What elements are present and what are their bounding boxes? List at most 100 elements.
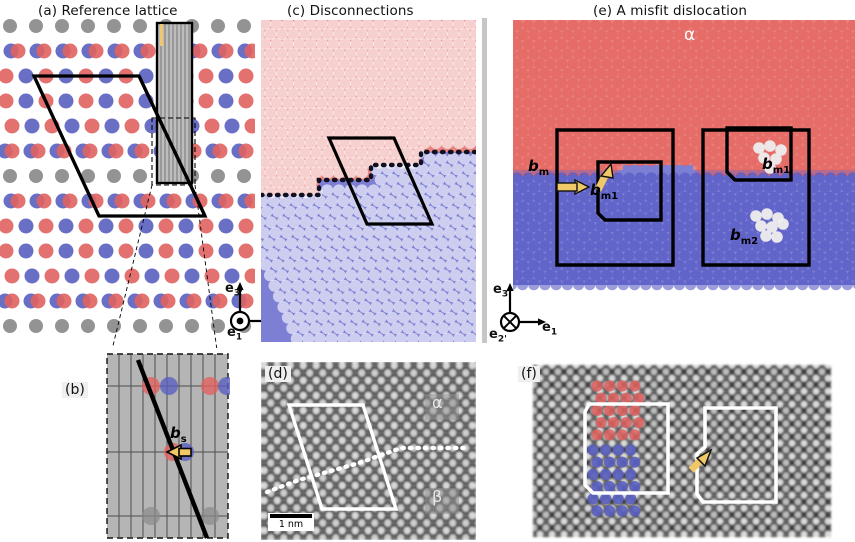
- lattice-atom: [690, 116, 702, 128]
- lattice-atom: [458, 27, 471, 41]
- lattice-atom: [841, 259, 853, 271]
- lattice-atom: [685, 48, 697, 60]
- lattice-atom: [84, 268, 100, 284]
- lattice-atom: [612, 493, 624, 505]
- lattice-atom: [160, 293, 176, 309]
- lattice-atom: [713, 116, 725, 128]
- lattice-atom: [261, 146, 266, 159]
- lattice-atom: [446, 126, 460, 140]
- lattice-atom: [769, 269, 781, 281]
- lattice-atom: [474, 303, 476, 311]
- lattice-atom: [380, 269, 393, 282]
- lattice-atom: [679, 211, 691, 223]
- lattice-atom: [513, 221, 517, 232]
- lattice-atom: [819, 126, 831, 138]
- lattice-atom: [612, 269, 624, 281]
- lattice-atom: [606, 87, 618, 99]
- lattice-atom: [573, 145, 585, 157]
- lattice-atom: [513, 191, 523, 203]
- lattice-atom: [81, 169, 95, 183]
- lattice-atom: [651, 48, 663, 60]
- lattice-atom: [421, 173, 434, 186]
- lattice-atom: [578, 20, 590, 31]
- lattice-atom: [841, 182, 853, 194]
- lattice-atom: [685, 29, 697, 41]
- lattice-atom: [192, 43, 208, 59]
- lattice-atom: [830, 126, 842, 138]
- lattice-atom: [591, 429, 603, 441]
- lattice-atom: [589, 20, 601, 31]
- lattice-atom: [474, 165, 476, 173]
- lattice-atom: [651, 29, 663, 41]
- lattice-atom: [287, 146, 300, 159]
- lattice-atom: [528, 240, 540, 252]
- lattice-atom: [763, 240, 775, 252]
- lattice-atom: [673, 201, 685, 213]
- lattice-atom: [729, 145, 741, 157]
- lattice-atom: [808, 240, 820, 252]
- lattice-atom: [517, 220, 529, 233]
- lattice-atom: [533, 269, 545, 281]
- zoom-connector-lines: [111, 184, 218, 348]
- lattice-atom: [4, 118, 20, 134]
- lattice-atom: [556, 77, 568, 89]
- lattice-atom: [825, 155, 837, 167]
- lattice-atom: [441, 57, 454, 70]
- lattice-atom: [395, 20, 408, 31]
- lattice-atom: [298, 67, 312, 80]
- lattice-atom: [802, 58, 814, 70]
- lattice-atom: [696, 106, 708, 118]
- lattice-atom: [321, 47, 334, 60]
- lattice-atom: [651, 106, 663, 118]
- lattice-atom: [275, 47, 289, 60]
- lattice-atom: [439, 301, 452, 313]
- lattice-atom: [393, 163, 406, 176]
- lattice-atom: [336, 248, 349, 260]
- lattice-atom: [238, 68, 254, 84]
- lattice-atom: [328, 311, 341, 324]
- lattice-atom: [662, 87, 674, 99]
- lattice-atom: [472, 184, 476, 197]
- lattice-atom: [591, 380, 603, 392]
- lattice-atom: [325, 332, 338, 342]
- lattice-atom: [367, 27, 380, 41]
- lattice-atom: [836, 97, 848, 109]
- lattice-atom: [780, 250, 792, 262]
- lattice-atom: [464, 57, 476, 70]
- lattice-atom: [471, 237, 476, 250]
- lattice-atom: [528, 201, 540, 213]
- lattice-atom: [802, 116, 814, 128]
- lattice-atom: [713, 155, 725, 167]
- lattice-atom: [24, 118, 40, 134]
- lattice-atom: [365, 290, 378, 303]
- lattice-atom: [830, 106, 842, 118]
- lattice-atom: [545, 116, 557, 128]
- lattice-atom: [780, 20, 792, 31]
- lattice-atom: [397, 226, 410, 239]
- lattice-atom: [332, 87, 346, 100]
- lattice-atom: [262, 237, 275, 250]
- lattice-atom: [718, 201, 730, 213]
- lattice-atom: [314, 195, 327, 207]
- lattice-atom: [327, 226, 340, 239]
- lattice-atom: [591, 505, 603, 517]
- lattice-atom: [18, 243, 34, 259]
- lattice-atom: [3, 169, 17, 183]
- lattice-atom: [298, 47, 312, 60]
- lattice-atom: [320, 237, 333, 250]
- lattice-atom: [808, 67, 820, 80]
- lattice-atom: [757, 191, 769, 203]
- lattice-atom: [261, 195, 269, 207]
- lattice-atom: [718, 87, 730, 99]
- lattice-atom: [545, 211, 557, 223]
- burgers-arrow-bm: [556, 178, 591, 196]
- lattice-atom: [841, 87, 853, 99]
- lattice-atom: [819, 87, 831, 99]
- lattice-atom: [372, 195, 385, 207]
- lattice-atom: [612, 38, 624, 50]
- lattice-atom: [198, 243, 214, 259]
- lattice-atom: [746, 191, 758, 203]
- lattice-atom: [791, 135, 803, 147]
- lattice-atom: [218, 93, 234, 109]
